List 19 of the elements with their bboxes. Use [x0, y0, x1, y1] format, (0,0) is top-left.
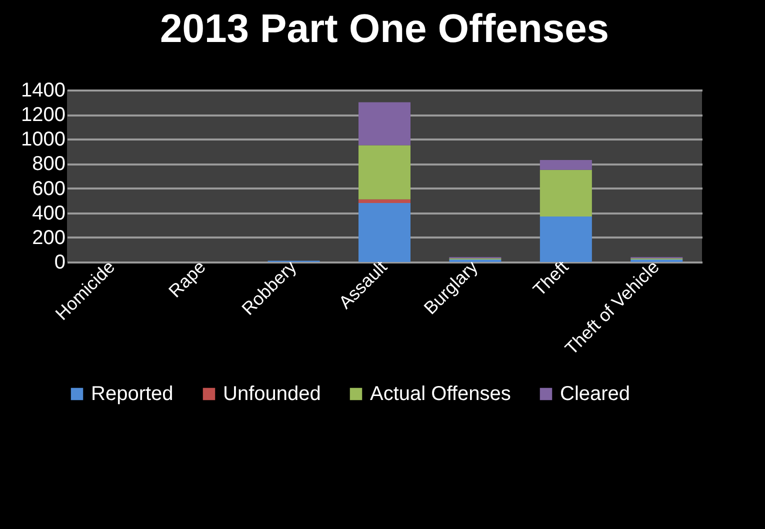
chart-title: 2013 Part One Offenses	[160, 7, 610, 51]
legend-label: Actual Offenses	[370, 383, 511, 405]
bar	[540, 170, 592, 217]
y-tick-label: 1000	[21, 128, 66, 151]
y-tick-label: 400	[32, 202, 66, 224]
y-tick-label: 1200	[21, 104, 66, 126]
bar	[540, 216, 592, 262]
bar	[358, 102, 410, 146]
y-tick-label: 200	[32, 226, 66, 249]
legend-label: Unfounded	[223, 383, 321, 405]
y-tick-label: 600	[32, 178, 66, 200]
bar	[358, 199, 410, 204]
legend-label: Cleared	[560, 383, 630, 405]
bar	[358, 145, 410, 200]
bar	[540, 160, 592, 170]
y-tick-label: 1400	[21, 80, 66, 102]
legend-label: Reported	[91, 383, 174, 405]
bar	[358, 203, 410, 262]
y-tick-label: 800	[32, 153, 66, 176]
